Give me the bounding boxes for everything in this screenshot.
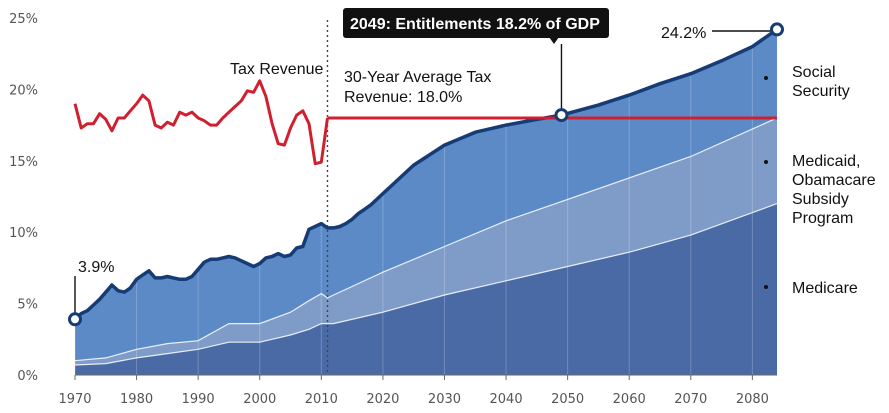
x-tick-2010: 2010 bbox=[305, 392, 338, 407]
x-tick-1980: 1980 bbox=[120, 392, 153, 407]
chart-lines bbox=[68, 20, 784, 375]
y-tick-5: 5% bbox=[17, 298, 38, 313]
tax-revenue-label: Tax Revenue bbox=[230, 61, 323, 78]
callout-2049-text: 2049: Entitlements 18.2% of GDP bbox=[350, 16, 600, 33]
point-1970 bbox=[68, 312, 82, 327]
x-tick-2030: 2030 bbox=[428, 392, 461, 407]
y-tick-25: 25% bbox=[9, 12, 38, 27]
legend: Social Security Medicaid, Obamacare Subs… bbox=[764, 64, 876, 297]
legend-medicaid-line1: Medicaid, bbox=[792, 153, 860, 170]
legend-dot-medicaid bbox=[764, 160, 768, 164]
start-value-label: 3.9% bbox=[78, 259, 114, 276]
callout-2049-box bbox=[343, 8, 609, 38]
point-2049 bbox=[554, 108, 569, 123]
average-tax-label-line2: Revenue: 18.0% bbox=[344, 89, 462, 106]
callout-2049: 2049: Entitlements 18.2% of GDP bbox=[343, 8, 609, 44]
tax-revenue-line bbox=[73, 79, 329, 166]
legend-medicare: Medicare bbox=[792, 280, 858, 297]
end-value-label: 24.2% bbox=[661, 25, 706, 42]
legend-social-security-line1: Social bbox=[792, 64, 836, 81]
x-tick-2050: 2050 bbox=[551, 392, 584, 407]
x-tick-2000: 2000 bbox=[243, 392, 276, 407]
callout-2049-pointer bbox=[549, 37, 559, 44]
y-tick-20: 20% bbox=[9, 83, 38, 98]
x-tick-2060: 2060 bbox=[613, 392, 646, 407]
legend-dot-social-security bbox=[764, 76, 768, 80]
average-tax-label-line1: 30-Year Average Tax bbox=[344, 69, 491, 86]
boundary-medicare bbox=[74, 203, 778, 366]
legend-dot-medicare bbox=[764, 285, 768, 289]
point-2084 bbox=[770, 22, 784, 37]
x-tick-2080: 2080 bbox=[736, 392, 769, 407]
legend-medicaid-line4: Program bbox=[792, 210, 853, 227]
legend-medicaid-line3: Subsidy bbox=[792, 191, 849, 208]
legend-medicaid-line2: Obamacare bbox=[792, 172, 876, 189]
legend-social-security-line2: Security bbox=[792, 83, 850, 100]
stacked-areas bbox=[75, 29, 777, 376]
axis-ticks: 1970 1980 1990 2000 2010 2020 2030 2040 2050 2060… bbox=[9, 12, 777, 407]
boundary-medicaid-obamacare-subsidy-program bbox=[74, 117, 778, 362]
x-tick-2040: 2040 bbox=[490, 392, 523, 407]
area-medicare bbox=[75, 203, 777, 375]
x-tick-2070: 2070 bbox=[674, 392, 707, 407]
x-tick-2020: 2020 bbox=[366, 392, 399, 407]
total-entitlements-line bbox=[73, 27, 779, 321]
y-tick-10: 10% bbox=[9, 226, 38, 241]
x-tick-1990: 1990 bbox=[182, 392, 215, 407]
y-tick-15: 15% bbox=[9, 155, 38, 170]
y-tick-0: 0% bbox=[17, 369, 38, 384]
x-tick-1970: 1970 bbox=[58, 392, 91, 407]
gridlines bbox=[74, 46, 753, 375]
